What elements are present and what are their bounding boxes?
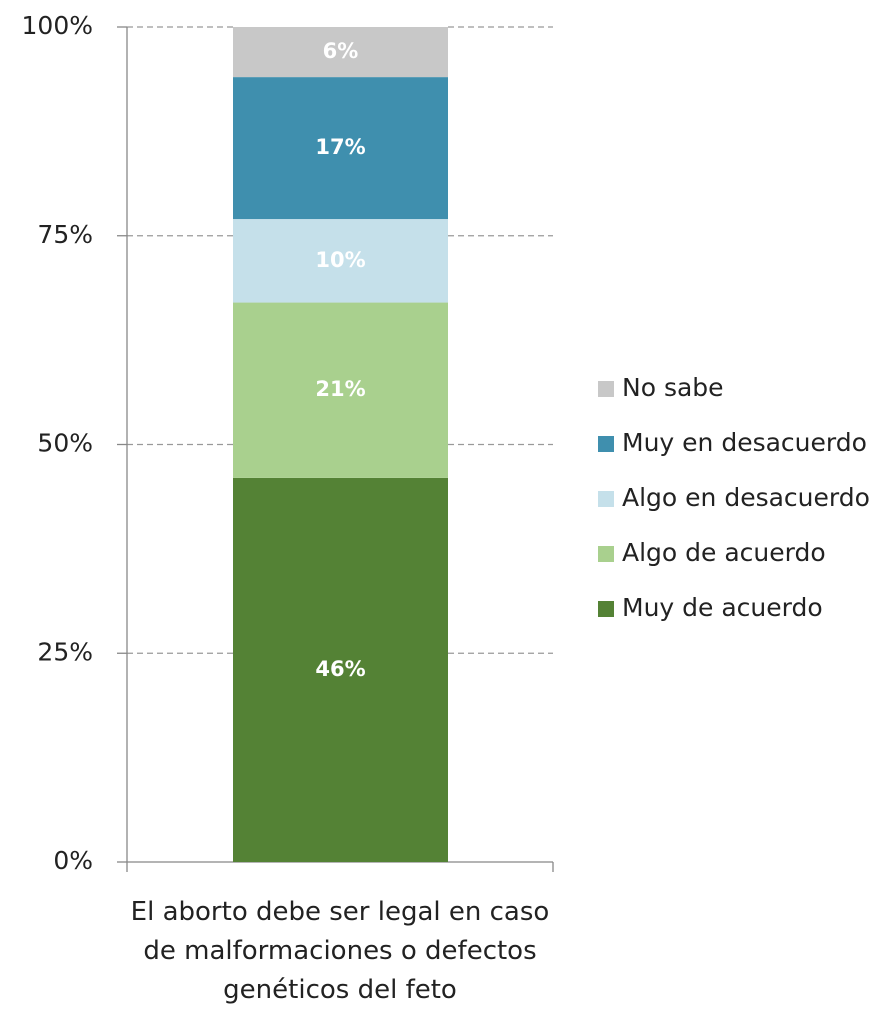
legend-label: Muy de acuerdo [622,593,823,622]
y-tick-label: 75% [37,220,93,249]
bar-segment [233,219,448,303]
legend-label: No sabe [622,373,724,402]
data-label: 21% [315,377,365,401]
legend-swatch [598,436,614,452]
data-label: 46% [315,657,365,681]
legend-swatch [598,491,614,507]
bar-segment [233,302,448,478]
y-tick-label: 50% [37,429,93,458]
bar-segment [233,77,448,220]
legend-swatch [598,381,614,397]
legend-label: Algo en desacuerdo [622,483,870,512]
y-tick-label: 25% [37,637,93,666]
y-tick-label: 0% [53,846,93,875]
bar-segment [233,27,448,78]
y-tick-label: 100% [22,11,93,40]
legend-swatch [598,601,614,617]
data-label: 17% [315,135,365,159]
legend-label: Algo de acuerdo [622,538,826,567]
x-tick-label: El aborto debe ser legal en caso de malf… [130,897,550,1005]
legend-label: Muy en desacuerdo [622,428,867,457]
data-label: 10% [315,248,365,272]
bar-segment [233,477,448,862]
data-label: 6% [323,39,359,63]
legend-swatch [598,546,614,562]
